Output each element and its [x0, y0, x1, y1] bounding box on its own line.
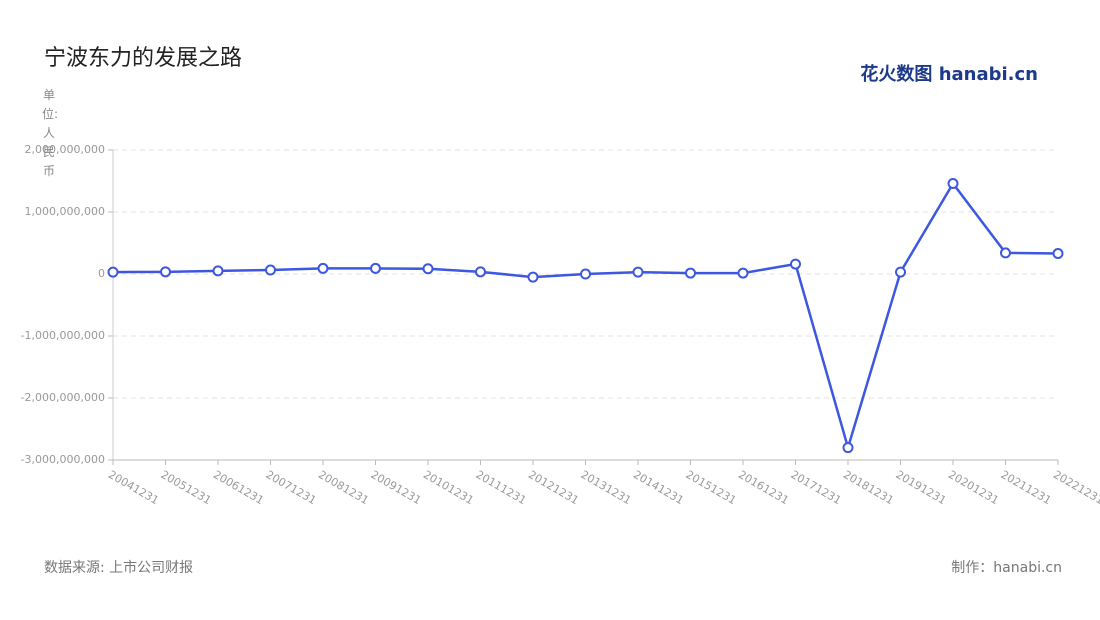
point: [947, 177, 959, 189]
point: [317, 262, 329, 274]
x-tick-label: 20171231: [789, 468, 844, 507]
x-tick-label: 20121231: [526, 468, 581, 507]
point: [790, 258, 801, 270]
point: [160, 266, 171, 278]
x-tick-label: 20151231: [684, 468, 739, 507]
x-tick-label: 20141231: [631, 468, 686, 507]
x-tick-label: 20051231: [159, 468, 214, 507]
point: [895, 266, 906, 278]
x-tick-label: 20111231: [474, 468, 529, 507]
point: [1000, 247, 1011, 259]
credit: 制作：hanabi.cn: [951, 560, 1062, 576]
x-tick-label: 20161231: [736, 468, 791, 507]
x-tick-label: 20081231: [316, 468, 371, 507]
source: 数据来源: 上市公司财报: [44, 560, 194, 576]
line: [112, 181, 1059, 453]
y-tick-label: -1,000,000,000: [21, 329, 105, 342]
x-tick-label: 20101231: [421, 468, 476, 507]
point: [527, 271, 539, 283]
y-tick-label: -2,000,000,000: [21, 391, 105, 404]
x-tick-label: 20211231: [999, 468, 1054, 507]
point: [370, 262, 381, 274]
point: [265, 264, 276, 276]
y-axis-label: 单位:人民币: [42, 88, 59, 178]
y-tick-label: -3,000,000,000: [21, 453, 105, 466]
point: [842, 442, 854, 454]
point: [737, 267, 749, 279]
point: [632, 266, 644, 278]
logo: 花火数图 hanabi.cn: [860, 64, 1038, 85]
point: [212, 265, 224, 277]
x-tick-label: 20181231: [841, 468, 896, 507]
x-tick-label: 20221231: [1051, 468, 1100, 507]
point: [1052, 248, 1064, 260]
point: [422, 263, 434, 275]
y-tick-label: 2,000,000,000: [25, 143, 105, 156]
point: [107, 266, 119, 278]
y-tick-label: 0: [98, 267, 105, 280]
x-tick-label: 20071231: [264, 468, 319, 507]
x-tick-label: 20201231: [946, 468, 1001, 507]
x-tick-label: 20041231: [106, 468, 161, 507]
point: [475, 266, 486, 278]
y-tick-label: 1,000,000,000: [25, 205, 105, 218]
point: [685, 267, 696, 279]
x-tick-label: 20061231: [211, 468, 266, 507]
point: [580, 268, 591, 280]
x-tick-label: 20131231: [579, 468, 634, 507]
x-tick-label: 20091231: [369, 468, 424, 507]
chart-title: 宁波东力的发展之路: [44, 46, 243, 71]
x-tick-label: 20191231: [894, 468, 949, 507]
